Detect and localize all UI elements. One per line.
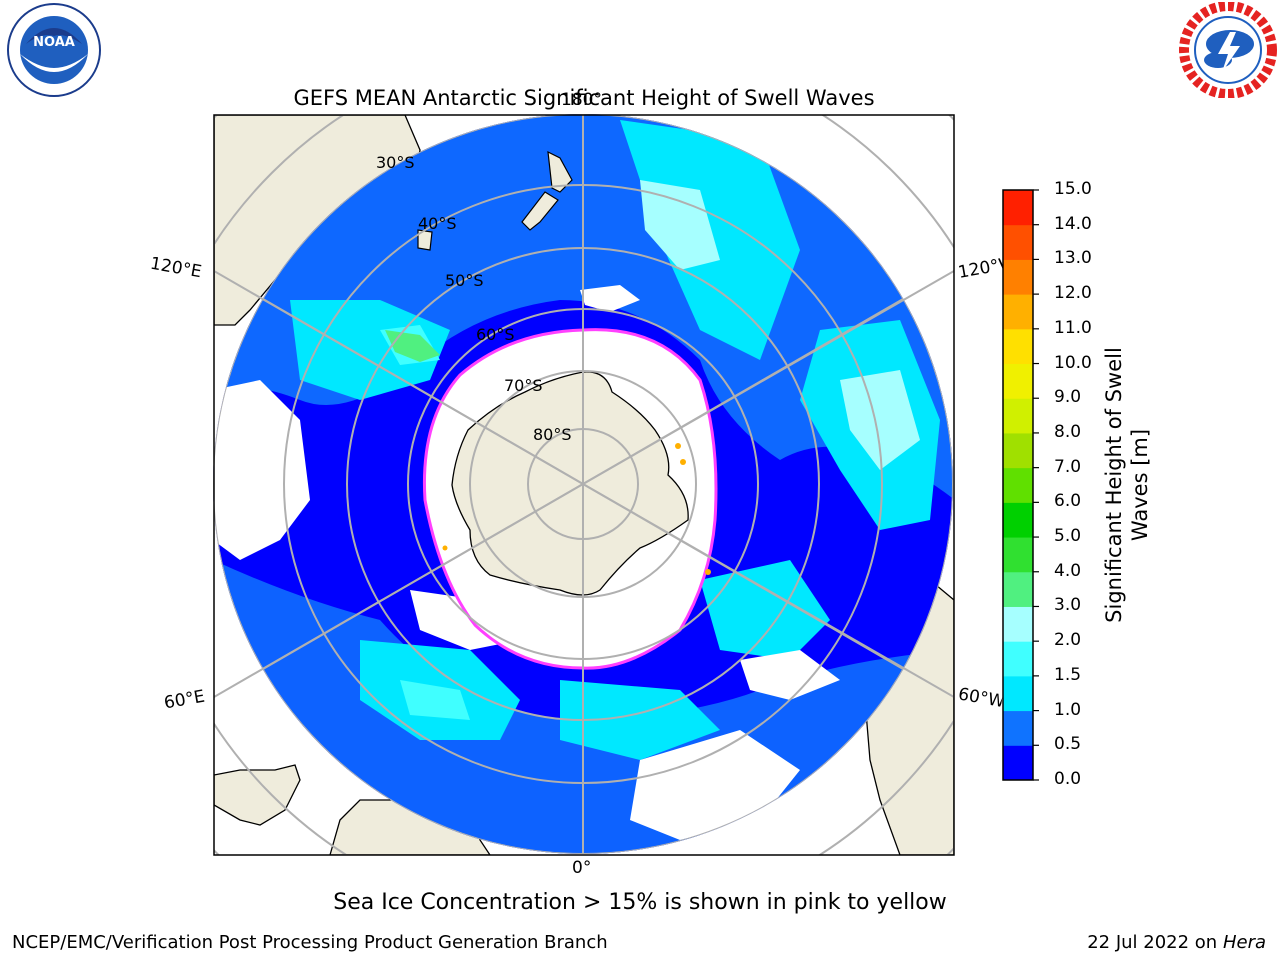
colorbar-segment xyxy=(1003,190,1033,226)
colorbar-segment xyxy=(1003,259,1033,295)
colorbar-tick-label: 10.0 xyxy=(1054,352,1092,373)
colorbar-tick-label: 8.0 xyxy=(1054,421,1082,442)
colorbar-tick-label: 0.0 xyxy=(1054,769,1082,789)
colorbar-segment xyxy=(1003,363,1033,399)
colorbar-segment xyxy=(1003,467,1033,503)
colorbar-segment xyxy=(1003,432,1033,469)
colorbar-tick-label: 2.0 xyxy=(1054,630,1082,651)
colorbar-segment xyxy=(1003,224,1033,260)
svg-text:NOAA: NOAA xyxy=(33,35,75,50)
footer-credit: NCEP/EMC/Verification Post Processing Pr… xyxy=(12,932,608,953)
colorbar-segment xyxy=(1003,571,1033,607)
colorbar-tick-label: 7.0 xyxy=(1054,456,1082,477)
colorbar-tick-label: 15.0 xyxy=(1054,179,1092,199)
noaa-logo: NOAA xyxy=(7,3,101,97)
colorbar-frame xyxy=(1002,189,1034,781)
colorbar-segment xyxy=(1003,398,1033,434)
colorbar xyxy=(1002,189,1039,781)
colorbar-tick-label: 3.0 xyxy=(1054,595,1082,616)
lat-label-70s: 70°S xyxy=(504,376,543,395)
antarctica xyxy=(451,371,689,596)
footer-date-text: 22 Jul 2022 on xyxy=(1087,932,1223,953)
colorbar-tick-label: 1.5 xyxy=(1054,664,1082,685)
lat-label-80s: 80°S xyxy=(533,425,572,444)
nws-logo xyxy=(1179,2,1277,98)
map-frame xyxy=(213,114,955,856)
colorbar-tick-label: 9.0 xyxy=(1054,387,1082,408)
colorbar-tick-label: 14.0 xyxy=(1054,213,1092,234)
title-line-1: GEFS MEAN Antarctic Significant Height o… xyxy=(293,86,875,110)
colorbar-tick-label: 11.0 xyxy=(1054,317,1092,338)
footer-host: Hera xyxy=(1222,932,1266,953)
colorbar-segment xyxy=(1003,537,1033,573)
lat-label-50s: 50°S xyxy=(445,271,484,290)
colorbar-segment xyxy=(1003,745,1033,781)
colorbar-tick-label: 12.0 xyxy=(1054,283,1092,304)
lon-label-0: 0° xyxy=(572,858,592,878)
colorbar-segment xyxy=(1003,710,1033,746)
lat-label-60s: 60°S xyxy=(476,325,515,344)
sea-ice-note: Sea Ice Concentration > 15% is shown in … xyxy=(333,890,947,915)
colorbar-title: Significant Height of Swell Waves [m] xyxy=(1102,347,1152,623)
colorbar-tick-label: 1.0 xyxy=(1054,699,1082,720)
colorbar-segment xyxy=(1003,606,1033,642)
colorbar-tick-label: 0.5 xyxy=(1054,734,1082,755)
colorbar-segment xyxy=(1003,328,1033,365)
colorbar-segment xyxy=(1003,641,1033,677)
colorbar-segment xyxy=(1003,502,1033,538)
footer-date: 22 Jul 2022 on Hera xyxy=(1087,932,1266,953)
colorbar-tick-label: 4.0 xyxy=(1054,560,1082,581)
lat-label-30s: 30°S xyxy=(376,153,415,172)
colorbar-segment xyxy=(1003,294,1033,330)
colorbar-segment xyxy=(1003,675,1033,712)
colorbar-tick-label: 5.0 xyxy=(1054,526,1082,547)
lat-label-40s: 40°S xyxy=(418,214,457,233)
lon-label-180: 180° xyxy=(561,90,602,110)
colorbar-tick-label: 6.0 xyxy=(1054,491,1082,512)
colorbar-tick-label: 13.0 xyxy=(1054,248,1092,269)
